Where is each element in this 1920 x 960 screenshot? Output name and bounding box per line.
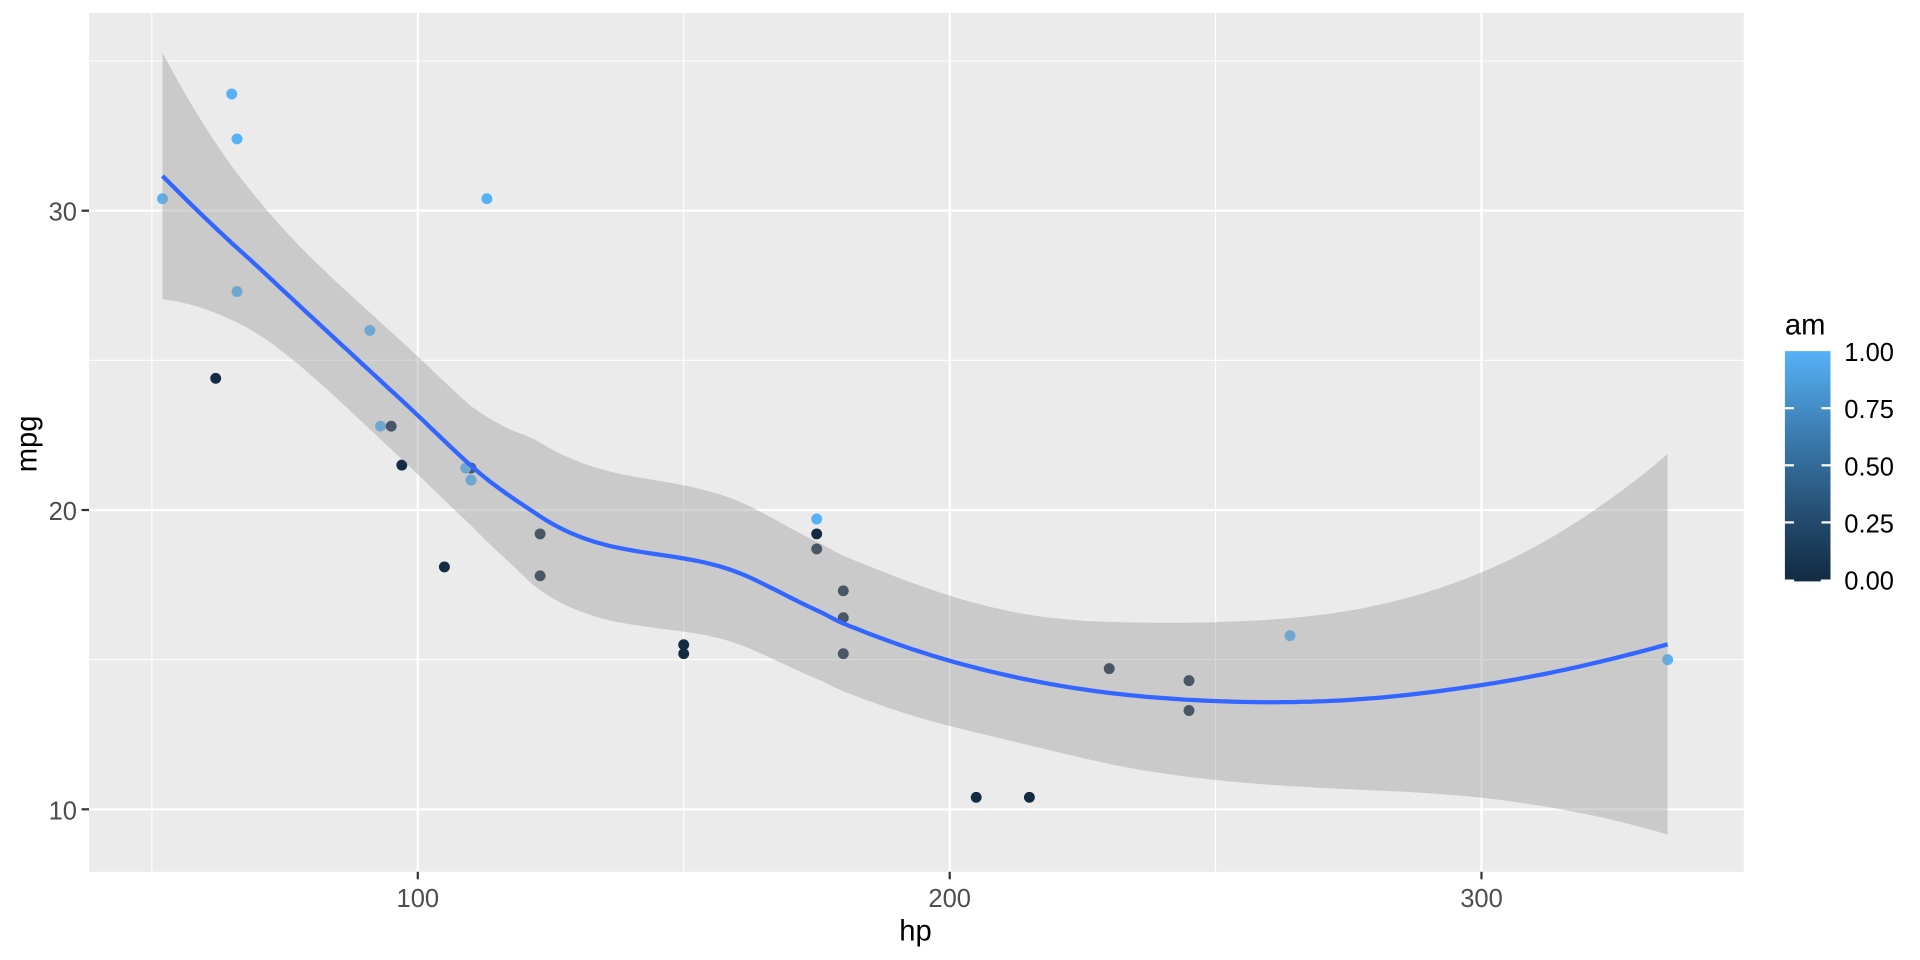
- svg-text:0.25: 0.25: [1844, 510, 1894, 538]
- svg-text:300: 300: [1460, 885, 1503, 913]
- svg-text:1.00: 1.00: [1844, 339, 1894, 367]
- svg-text:20: 20: [49, 498, 77, 526]
- svg-text:0.50: 0.50: [1844, 453, 1894, 481]
- svg-text:0.00: 0.00: [1844, 568, 1894, 596]
- svg-text:100: 100: [397, 885, 440, 913]
- svg-text:200: 200: [928, 885, 971, 913]
- svg-text:10: 10: [49, 797, 77, 825]
- svg-text:0.75: 0.75: [1844, 396, 1894, 424]
- svg-text:mpg: mpg: [12, 416, 44, 473]
- svg-text:30: 30: [49, 199, 77, 227]
- svg-text:hp: hp: [899, 916, 931, 948]
- svg-text:am: am: [1785, 309, 1826, 341]
